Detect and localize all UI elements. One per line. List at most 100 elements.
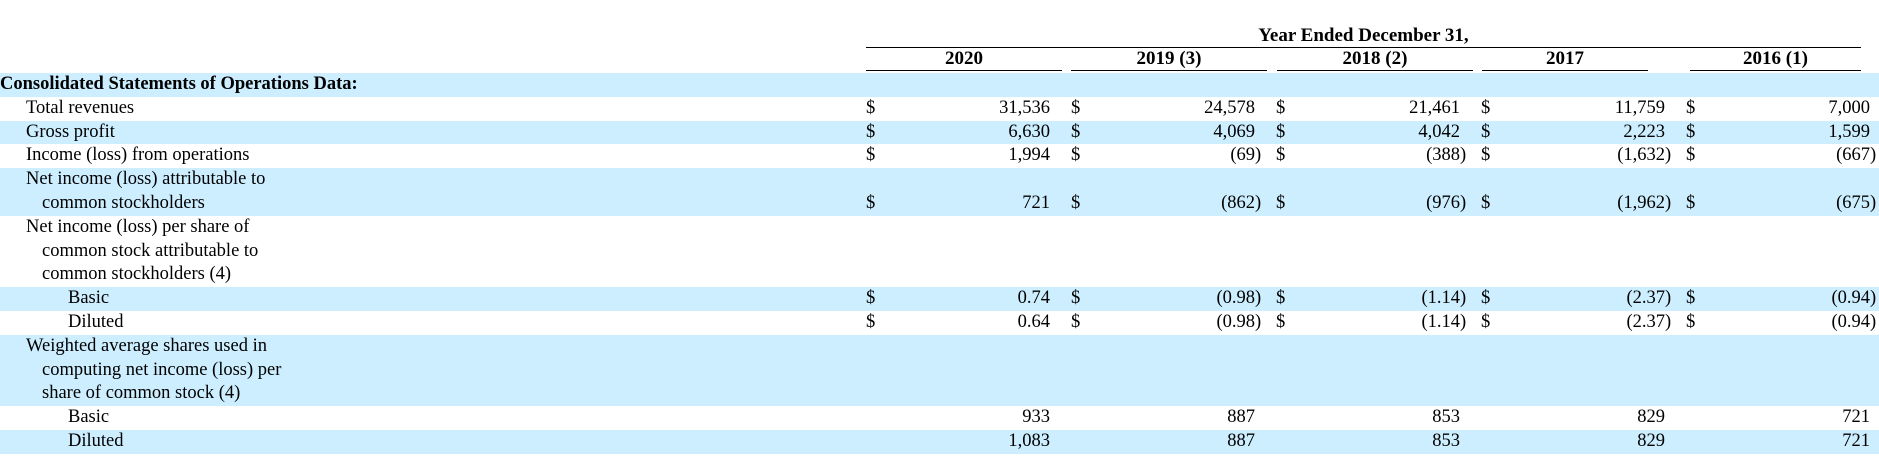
empty-cell: [1087, 382, 1255, 407]
empty-cell: [1686, 168, 1702, 192]
empty-cell: [1870, 358, 1879, 383]
cell-value: (388: [1426, 145, 1460, 166]
empty-cell: [1460, 334, 1481, 359]
empty-cell: [1276, 240, 1292, 264]
statement-of-operations-table: Consolidated Statements of Operations Da…: [0, 73, 1879, 454]
empty-cell: [1497, 263, 1665, 287]
empty-cell: [1292, 358, 1460, 383]
group-header: Year Ended December 31,: [1258, 25, 1469, 46]
group-header-rule: [866, 47, 1861, 48]
cell-paren: ): [1870, 191, 1879, 216]
table-row: common stock attributable to: [0, 240, 1879, 264]
currency-symbol: $: [1071, 120, 1087, 145]
empty-cell: [1050, 216, 1071, 240]
cell-value: 1,083: [882, 429, 1050, 454]
cell-value: (69: [1230, 145, 1255, 166]
empty-cell: [866, 358, 882, 383]
currency-symbol: $: [1686, 145, 1696, 166]
cropped-heading-text: [0, 0, 700, 5]
cell-value: (1.14: [1292, 287, 1460, 311]
empty-cell: [1702, 216, 1870, 240]
empty-cell: [1686, 263, 1702, 287]
row-label: Net income (loss) attributable to: [0, 168, 866, 192]
empty-cell: [1255, 240, 1276, 264]
cell-value: 4,069: [1087, 120, 1255, 145]
empty-cell: [1460, 216, 1481, 240]
cell-value: (1,962: [1497, 191, 1665, 216]
cell-value: (667: [1836, 145, 1870, 166]
cell-paren: [1255, 429, 1276, 454]
empty-cell: [1460, 263, 1481, 287]
currency-symbol: $: [866, 311, 876, 332]
cell-paren: ): [1460, 145, 1467, 166]
table-row: Weighted average shares used in: [0, 334, 1879, 359]
empty-cell: [1071, 240, 1087, 264]
empty-cell: [1686, 216, 1702, 240]
cell-value: 721: [882, 191, 1050, 216]
currency-symbol: [1686, 406, 1702, 430]
empty-cell: [1050, 168, 1071, 192]
empty-cell: [866, 240, 882, 264]
empty-cell: [1087, 216, 1255, 240]
cell-paren: [1870, 120, 1879, 145]
empty-cell: [1497, 168, 1665, 192]
cell-paren: ): [1255, 191, 1276, 216]
cell-paren: [1050, 406, 1071, 430]
table-row: Net income (loss) per share of: [0, 216, 1879, 240]
cell-value: 1,599: [1702, 120, 1870, 145]
empty-cell: [1071, 263, 1087, 287]
empty-cell: [1481, 263, 1497, 287]
empty-cell: [866, 263, 882, 287]
empty-cell: [1665, 358, 1686, 383]
currency-symbol: $: [1276, 120, 1292, 145]
cell-value: (862: [1087, 191, 1255, 216]
empty-cell: [1665, 263, 1686, 287]
currency-symbol: $: [1481, 120, 1497, 145]
cell-value: (2.37: [1626, 311, 1665, 332]
cell-value: 1,994: [1008, 145, 1050, 166]
row-label: Net income (loss) per share of: [26, 216, 250, 237]
cell-value: 21,461: [1409, 97, 1460, 118]
empty-cell: [1292, 168, 1460, 192]
row-label: Basic: [0, 287, 866, 311]
empty-cell: [1870, 263, 1879, 287]
empty-cell: [1702, 358, 1870, 383]
empty-cell: [1255, 216, 1276, 240]
table-row: Diluted $0.64 $ (0.98) $ (1.14) $ (2.37) $ (0.94): [0, 311, 1879, 335]
column-header-2016: 2016 (1): [1690, 48, 1861, 71]
empty-cell: [1050, 334, 1071, 359]
row-label: Total revenues: [26, 97, 135, 118]
empty-cell: [1481, 168, 1497, 192]
empty-cell: [1460, 240, 1481, 264]
cell-value: 6,630: [882, 120, 1050, 145]
empty-cell: [1665, 334, 1686, 359]
cell-paren: ): [1255, 311, 1262, 332]
row-label: Income (loss) from operations: [26, 145, 250, 166]
cell-value: 721: [1702, 429, 1870, 454]
cell-paren: ): [1870, 311, 1877, 332]
row-label: share of common stock (4): [0, 382, 866, 407]
currency-symbol: $: [1481, 311, 1491, 332]
empty-cell: [866, 382, 882, 407]
cell-value: (2.37: [1497, 287, 1665, 311]
empty-cell: [1481, 382, 1497, 407]
empty-cell: [1870, 334, 1879, 359]
empty-cell: [1497, 382, 1665, 407]
empty-cell: [1050, 240, 1071, 264]
table-row: Total revenues $31,536 $24,578 $21,461 $11,7…: [0, 97, 1879, 121]
empty-cell: [882, 263, 1050, 287]
empty-cell: [1255, 263, 1276, 287]
empty-cell: [1686, 240, 1702, 264]
cell-value: (0.98: [1087, 287, 1255, 311]
empty-cell: [1460, 382, 1481, 407]
currency-symbol: $: [1481, 191, 1497, 216]
empty-cell: [1071, 358, 1087, 383]
cell-paren: ): [1665, 287, 1686, 311]
cell-paren: ): [1665, 311, 1672, 332]
cell-value: 887: [1227, 407, 1255, 428]
table-row: common stockholders (4): [0, 263, 1879, 287]
cell-value: (976: [1292, 191, 1460, 216]
empty-cell: [1255, 334, 1276, 359]
cell-paren: [1665, 97, 1686, 121]
